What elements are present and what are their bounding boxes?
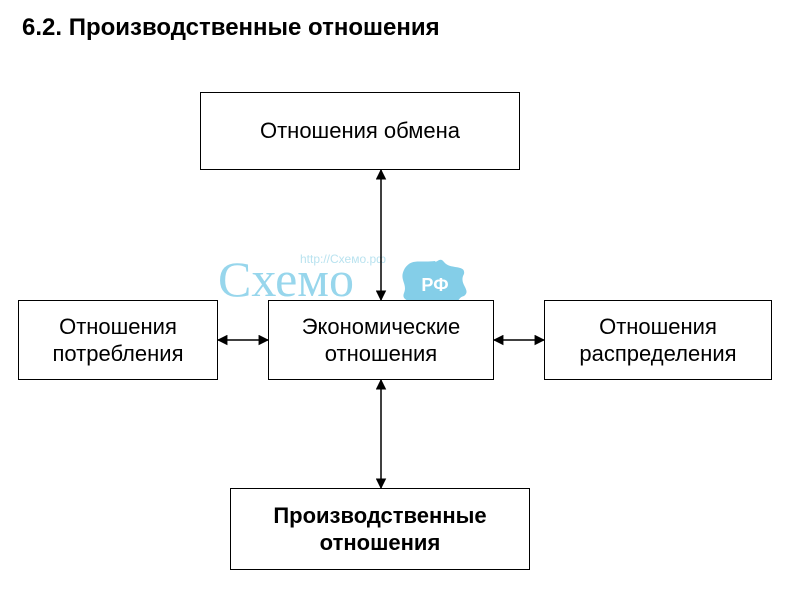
node-distribution-relations: Отношенияраспределения xyxy=(544,300,772,380)
watermark-url: http://Схемо.рф xyxy=(300,252,386,266)
node-label: Отношенияраспределения xyxy=(579,313,736,368)
node-label: Отношения обмена xyxy=(260,117,460,145)
node-label: Производственныеотношения xyxy=(273,502,486,557)
node-label: Отношенияпотребления xyxy=(52,313,183,368)
node-economic-relations: Экономическиеотношения xyxy=(268,300,494,380)
watermark-badge-text: РФ xyxy=(421,275,448,295)
diagram-container: http://Схемо.рф Схемо РФ Отношения обмен… xyxy=(0,0,799,594)
node-consumption-relations: Отношенияпотребления xyxy=(18,300,218,380)
node-exchange-relations: Отношения обмена xyxy=(200,92,520,170)
node-production-relations: Производственныеотношения xyxy=(230,488,530,570)
node-label: Экономическиеотношения xyxy=(302,313,461,368)
